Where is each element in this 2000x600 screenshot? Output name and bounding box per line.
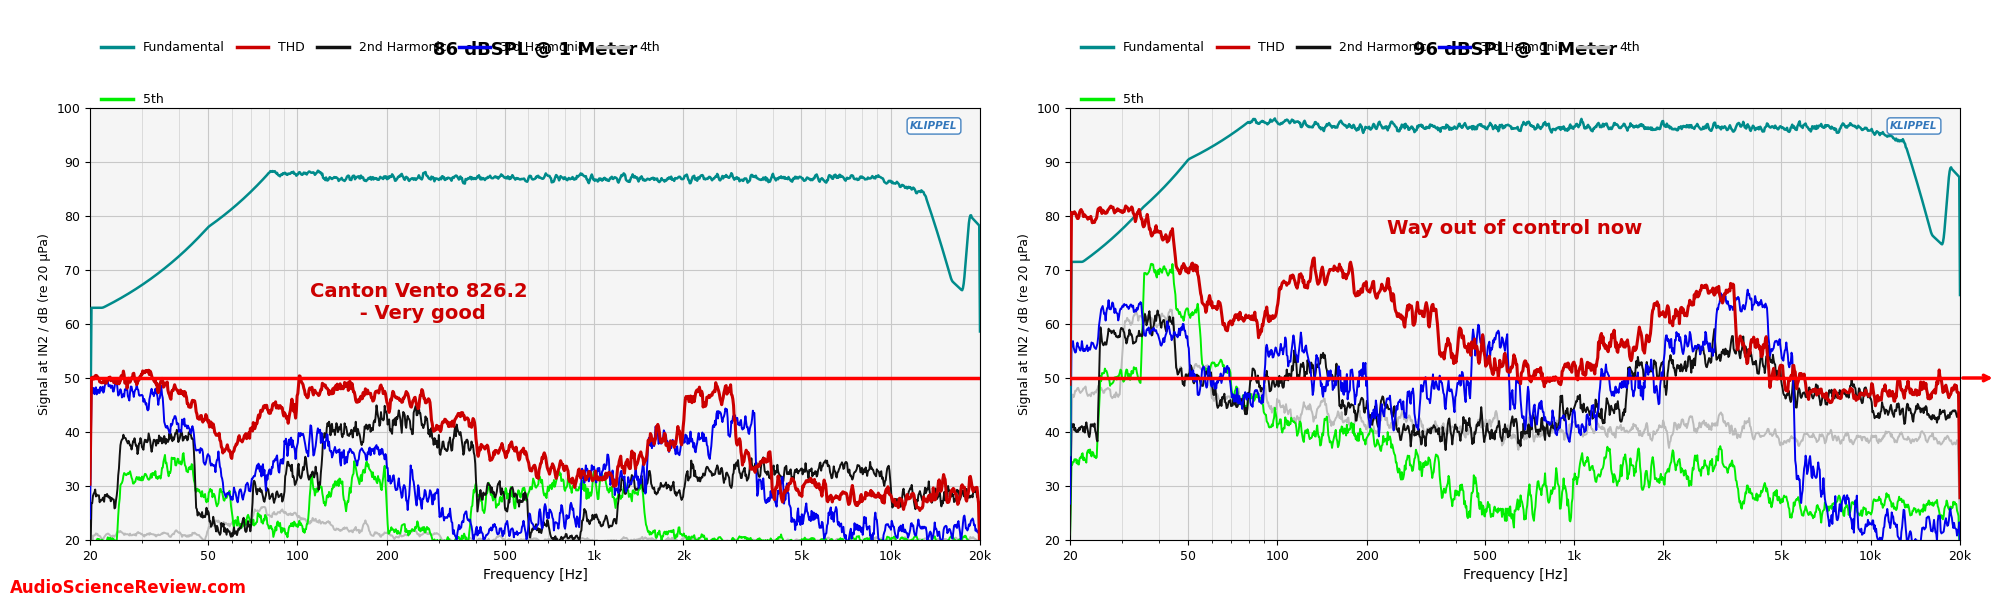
X-axis label: Frequency [Hz]: Frequency [Hz] (482, 568, 588, 582)
Y-axis label: Signal at IN2 / dB (re 20 μPa): Signal at IN2 / dB (re 20 μPa) (38, 233, 50, 415)
Legend: 5th: 5th (1076, 88, 1148, 112)
Text: Way out of control now: Way out of control now (1388, 220, 1642, 238)
Text: KLIPPEL: KLIPPEL (910, 121, 958, 131)
X-axis label: Frequency [Hz]: Frequency [Hz] (1462, 568, 1568, 582)
Text: KLIPPEL: KLIPPEL (1890, 121, 1938, 131)
Y-axis label: Signal at IN2 / dB (re 20 μPa): Signal at IN2 / dB (re 20 μPa) (1018, 233, 1030, 415)
Legend: 5th: 5th (96, 88, 168, 112)
Text: AudioScienceReview.com: AudioScienceReview.com (10, 579, 248, 597)
Title: 96 dBSPL @ 1 Meter: 96 dBSPL @ 1 Meter (1412, 41, 1618, 59)
Title: 86 dBSPL @ 1 Meter: 86 dBSPL @ 1 Meter (432, 41, 638, 59)
Text: Canton Vento 826.2
 - Very good: Canton Vento 826.2 - Very good (310, 282, 528, 323)
